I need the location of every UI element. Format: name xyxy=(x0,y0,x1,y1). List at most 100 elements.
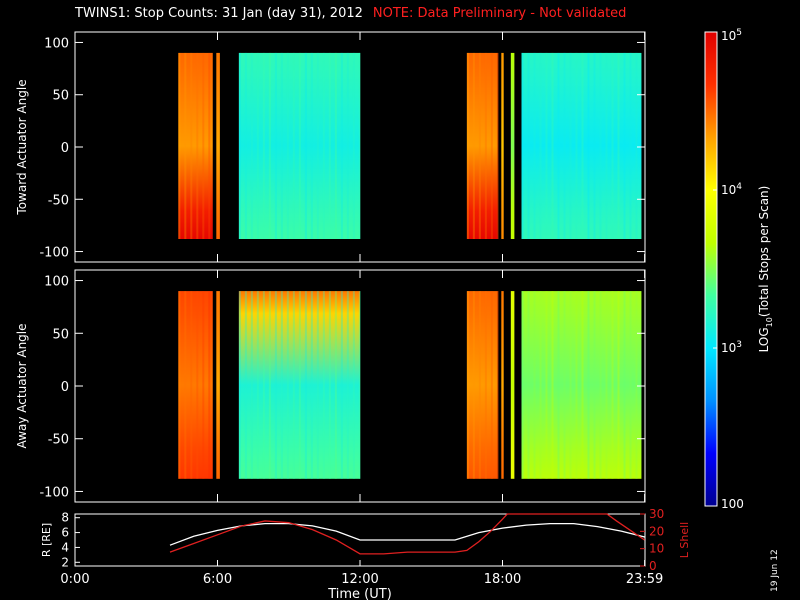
scan-stripe xyxy=(280,52,283,240)
scan-stripe xyxy=(340,52,343,240)
y-tick-label-right: 0 xyxy=(649,559,657,573)
scan-stripe xyxy=(478,52,481,240)
scan-stripe xyxy=(334,291,337,479)
scan-stripe xyxy=(346,291,349,479)
title-main: TWINS1: Stop Counts: 31 Jan (day 31), 20… xyxy=(75,6,363,21)
scan-stripe xyxy=(244,52,247,240)
scan-stripe xyxy=(304,291,307,479)
scan-stripe xyxy=(310,291,313,479)
scan-stripe xyxy=(635,52,638,240)
x-tick-label: 18:00 xyxy=(484,572,521,587)
scan-stripe xyxy=(322,52,325,240)
x-tick-label: 12:00 xyxy=(341,572,378,587)
scan-stripe xyxy=(238,52,241,240)
scan-stripe xyxy=(352,52,355,240)
scan-stripe xyxy=(539,291,542,479)
y-tick-label-right: 30 xyxy=(649,507,664,521)
scan-stripe xyxy=(581,52,584,240)
y-axis-label: Toward Actuator Angle xyxy=(15,79,29,215)
ephemeris-panel xyxy=(74,513,646,567)
data-segment xyxy=(521,291,642,479)
scan-stripe xyxy=(196,52,199,240)
scan-stripe xyxy=(298,291,301,479)
scan-stripe xyxy=(611,291,614,479)
scan-stripe xyxy=(635,291,638,479)
scan-stripe xyxy=(551,291,554,479)
scan-stripe xyxy=(358,291,361,479)
scan-stripe xyxy=(527,52,530,240)
y-tick-label: -50 xyxy=(48,193,69,208)
scan-stripe xyxy=(533,291,536,479)
scan-stripe xyxy=(617,52,620,240)
y-tick-label: 0 xyxy=(61,380,69,395)
scan-stripe xyxy=(599,291,602,479)
scan-stripe xyxy=(316,52,319,240)
scan-stripe xyxy=(358,52,361,240)
colorbar xyxy=(704,31,718,507)
scan-stripe xyxy=(605,291,608,479)
scan-stripe xyxy=(593,291,596,479)
scan-stripe xyxy=(268,52,271,240)
scan-stripe xyxy=(244,291,247,479)
scan-stripe xyxy=(563,291,566,479)
scan-stripe xyxy=(190,52,193,240)
scan-stripe xyxy=(268,291,271,479)
y-tick-label-left: 4 xyxy=(61,540,69,554)
scan-stripe xyxy=(304,52,307,240)
scan-stripe xyxy=(298,52,301,240)
y-tick-label: -100 xyxy=(39,246,69,261)
scan-stripe xyxy=(593,52,596,240)
scan-stripe xyxy=(484,52,487,240)
scan-stripe xyxy=(521,291,524,479)
scan-stripe xyxy=(292,291,295,479)
scan-stripe xyxy=(286,291,289,479)
scan-stripe xyxy=(256,291,259,479)
scan-stripe xyxy=(496,52,499,240)
data-segment xyxy=(238,52,360,240)
scan-stripe xyxy=(466,52,469,240)
x-tick-label: 0:00 xyxy=(60,572,89,587)
y-axis-label-right: L Shell xyxy=(678,522,691,558)
data-segment xyxy=(510,52,515,240)
scan-stripe xyxy=(196,291,199,479)
scan-stripe xyxy=(352,291,355,479)
scan-stripe xyxy=(478,291,481,479)
scan-stripe xyxy=(484,291,487,479)
colorbar-tick-label: 103 xyxy=(721,340,742,355)
data-segment xyxy=(216,52,220,240)
scan-stripe xyxy=(178,52,181,240)
series-line-r xyxy=(169,523,645,546)
y-axis-label: Away Actuator Angle xyxy=(15,323,29,448)
scan-stripe xyxy=(581,291,584,479)
scan-stripe xyxy=(521,52,524,240)
scan-stripe xyxy=(569,52,572,240)
scan-stripe xyxy=(208,291,211,479)
y-tick-label-right: 20 xyxy=(649,524,664,538)
scan-stripe xyxy=(557,291,560,479)
scan-stripe xyxy=(328,291,331,479)
y-tick-label-left: 2 xyxy=(61,555,69,569)
data-segment xyxy=(238,291,360,479)
colorbar-tick-label: 104 xyxy=(721,182,742,197)
colorbar-tick-label: 105 xyxy=(721,28,742,43)
scan-stripe xyxy=(280,291,283,479)
scan-stripe xyxy=(262,291,265,479)
scan-stripe xyxy=(208,52,211,240)
scan-stripe xyxy=(472,291,475,479)
colorbar-label: LOG10(Total Stops per Scan) xyxy=(757,186,774,353)
scan-stripe xyxy=(599,52,602,240)
data-segment xyxy=(501,52,504,240)
x-tick-label: 6:00 xyxy=(203,572,232,587)
scan-stripe xyxy=(623,52,626,240)
scan-stripe xyxy=(587,291,590,479)
scan-stripe xyxy=(202,52,205,240)
scan-stripe xyxy=(256,52,259,240)
data-segment xyxy=(521,52,642,240)
scan-stripe xyxy=(274,291,277,479)
x-axis-label: Time (UT) xyxy=(327,587,392,600)
data-segment xyxy=(466,52,498,240)
scan-stripe xyxy=(178,291,181,479)
scan-stripe xyxy=(545,291,548,479)
